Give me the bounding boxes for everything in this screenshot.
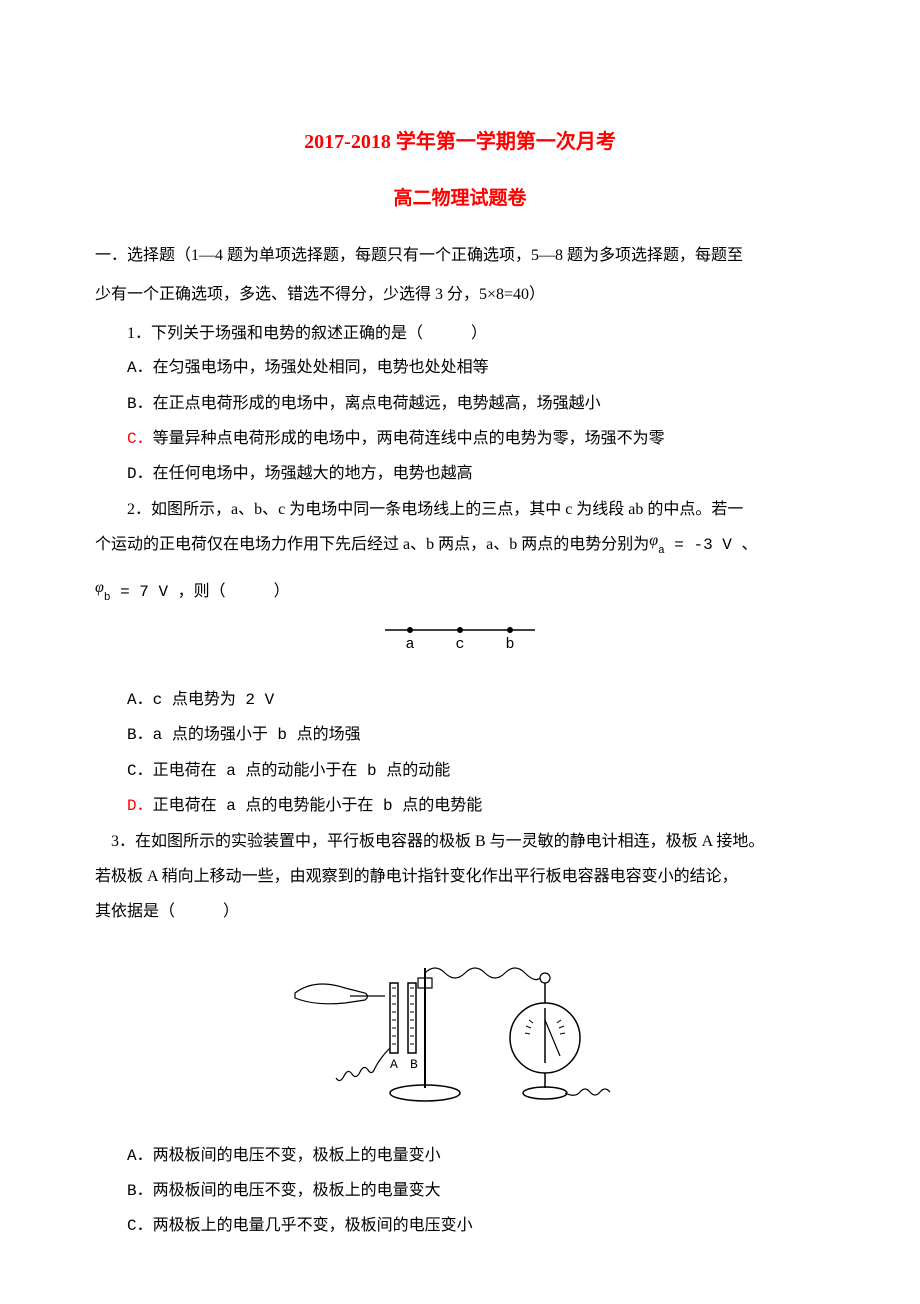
q2-c-text: 正电荷在 a 点的动能小于在 b 点的动能: [153, 762, 451, 780]
field-line-diagram-icon: a c b: [375, 616, 545, 656]
q3-a-text: 两极板间的电压不变，极板上的电量变小: [153, 1147, 441, 1165]
fig1-label-c: c: [455, 636, 464, 653]
q2-option-b: B．a 点的场强小于 b 点的场强: [95, 718, 825, 753]
capacitor-electroscope-diagram-icon: A B: [290, 948, 630, 1108]
q3-c-letter: C．: [127, 1217, 153, 1235]
phi-b-val: = 7 V ，则（ ）: [110, 583, 289, 601]
q2-line2-pre: 个运动的正电荷仅在电场力作用下先后经过 a、b 两点，a、b 两点的电势分别为: [95, 536, 649, 553]
q2-a-text: c 点电势为 2 V: [153, 691, 275, 709]
q2-stem-line2: 个运动的正电荷仅在电场力作用下先后经过 a、b 两点，a、b 两点的电势分别为φ…: [95, 527, 825, 563]
q2-figure: a c b: [95, 616, 825, 669]
q3-option-b: B．两极板间的电压不变，极板上的电量变大: [95, 1174, 825, 1209]
q2-d-text: 正电荷在 a 点的电势能小于在 b 点的电势能: [153, 797, 483, 815]
q1-b-letter: B．: [127, 395, 153, 413]
q2-option-c: C．正电荷在 a 点的动能小于在 b 点的动能: [95, 754, 825, 789]
q1-stem: 1．下列关于场强和电势的叙述正确的是（ ）: [95, 316, 825, 351]
q3-a-letter: A．: [127, 1147, 153, 1165]
q1-d-text: 在任何电场中，场强越大的地方，电势也越高: [153, 465, 473, 483]
fig1-label-a: a: [405, 636, 414, 653]
q1-c-letter: C．: [127, 430, 153, 448]
q3-figure: A B: [95, 948, 825, 1121]
fig1-label-b: b: [505, 636, 514, 653]
q1-a-letter: A．: [127, 359, 153, 377]
q3-c-text: 两极板上的电量几乎不变，极板间的电压变小: [153, 1217, 473, 1235]
q2-stem-line1: 2．如图所示，a、b、c 为电场中同一条电场线上的三点，其中 c 为线段 ab …: [95, 492, 825, 527]
phi-a-val: = -3 V 、: [665, 536, 758, 554]
section-intro-line1: 一．选择题（1—4 题为单项选择题，每题只有一个正确选项，5—8 题为多项选择题…: [95, 238, 825, 273]
phi-a-symbol: φ: [649, 532, 658, 549]
q2-b-letter: B．: [127, 726, 153, 744]
q2-b-text: a 点的场强小于 b 点的场强: [153, 726, 361, 744]
q3-option-a: A．两极板间的电压不变，极板上的电量变小: [95, 1139, 825, 1174]
phi-a-sub: a: [658, 545, 665, 557]
q1-d-letter: D．: [127, 465, 153, 483]
exam-title-main: 2017-2018 学年第一学期第一次月考: [95, 120, 825, 164]
q2-stem-line3: φb = 7 V ，则（ ）: [95, 574, 825, 610]
fig2-label-b: B: [410, 1057, 418, 1072]
section-intro-line2: 少有一个正确选项，多选、错选不得分，少选得 3 分，5×8=40）: [95, 277, 825, 312]
q3-stem-line1: 3．在如图所示的实验装置中，平行板电容器的极板 B 与一灵敏的静电计相连，极板 …: [95, 824, 825, 859]
q3-stem-line2: 若极板 A 稍向上移动一些，由观察到的静电计指针变化作出平行板电容器电容变小的结…: [95, 859, 825, 894]
q1-option-b: B．在正点电荷形成的电场中，离点电荷越远，电势越高，场强越小: [95, 387, 825, 422]
q3-stem-line3: 其依据是（ ）: [95, 894, 825, 929]
q1-c-text: 等量异种点电荷形成的电场中，两电荷连线中点的电势为零，场强不为零: [153, 430, 665, 448]
q2-c-letter: C．: [127, 762, 153, 780]
fig2-label-a: A: [390, 1057, 398, 1072]
q2-a-letter: A．: [127, 691, 153, 709]
phi-b-symbol: φ: [95, 579, 104, 596]
q2-d-letter: D．: [127, 797, 153, 815]
q3-b-text: 两极板间的电压不变，极板上的电量变大: [153, 1182, 441, 1200]
q2-option-d: D．正电荷在 a 点的电势能小于在 b 点的电势能: [95, 789, 825, 824]
exam-title-sub: 高二物理试题卷: [95, 178, 825, 220]
q1-option-a: A．在匀强电场中，场强处处相同，电势也处处相等: [95, 351, 825, 386]
q3-b-letter: B．: [127, 1182, 153, 1200]
q3-option-c: C．两极板上的电量几乎不变，极板间的电压变小: [95, 1209, 825, 1244]
q1-b-text: 在正点电荷形成的电场中，离点电荷越远，电势越高，场强越小: [153, 395, 601, 413]
q1-a-text: 在匀强电场中，场强处处相同，电势也处处相等: [153, 359, 489, 377]
q2-option-a: A．c 点电势为 2 V: [95, 683, 825, 718]
q1-option-c: C．等量异种点电荷形成的电场中，两电荷连线中点的电势为零，场强不为零: [95, 422, 825, 457]
q1-option-d: D．在任何电场中，场强越大的地方，电势也越高: [95, 457, 825, 492]
